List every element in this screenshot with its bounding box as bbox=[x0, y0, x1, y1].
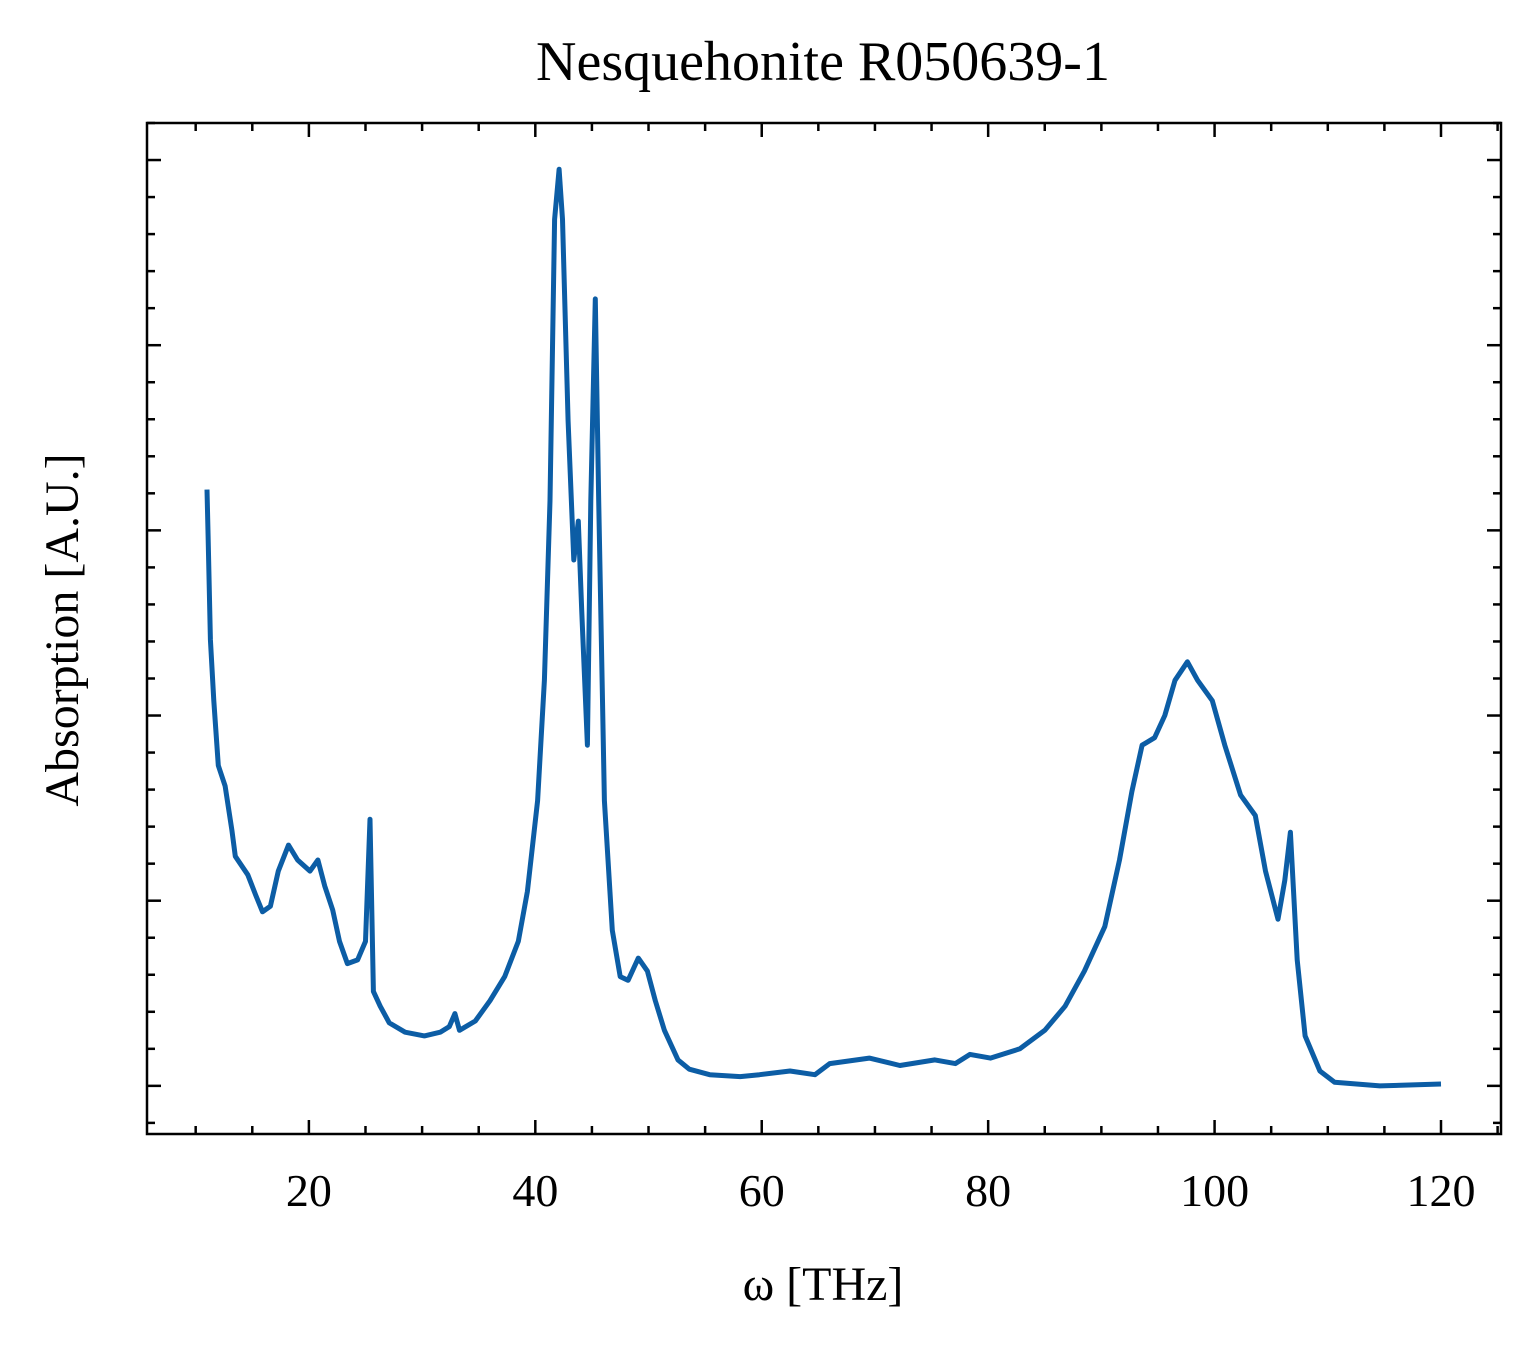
x-axis-label: ω [THz] bbox=[743, 1258, 904, 1311]
x-tick-label: 40 bbox=[512, 1165, 558, 1216]
y-axis-label: Absorption [A.U.] bbox=[36, 453, 89, 806]
x-tick-label: 100 bbox=[1180, 1165, 1249, 1216]
x-tick-label: 20 bbox=[286, 1165, 332, 1216]
x-tick-label: 120 bbox=[1406, 1165, 1475, 1216]
chart-title: Nesquehonite R050639-1 bbox=[536, 31, 1110, 93]
plot-frame bbox=[145, 121, 1503, 1136]
data-line bbox=[204, 166, 1442, 1089]
x-tick-label: 80 bbox=[965, 1165, 1011, 1216]
x-tick-label: 60 bbox=[739, 1165, 785, 1216]
